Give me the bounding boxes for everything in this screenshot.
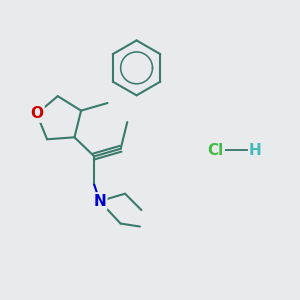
Text: N: N: [93, 194, 106, 209]
Text: O: O: [30, 106, 43, 121]
Text: Cl: Cl: [208, 142, 224, 158]
Text: H: H: [248, 142, 261, 158]
